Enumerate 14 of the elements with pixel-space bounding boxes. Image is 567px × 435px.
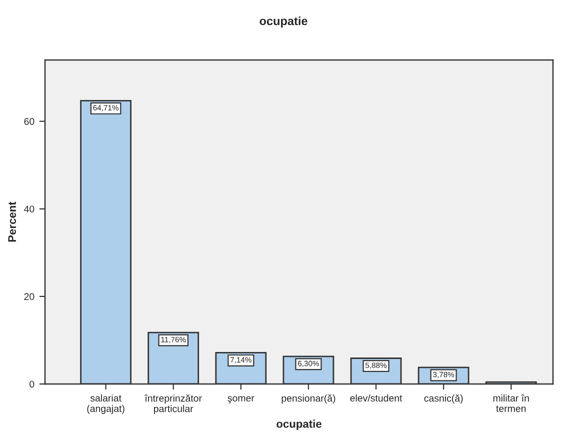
y-axis-title: Percent (8, 202, 16, 242)
x-tick-label: şomer (228, 396, 254, 404)
chart-title: ocupatie (260, 16, 308, 28)
y-tick-label: 20 (24, 293, 34, 300)
y-tick-label: 0 (30, 380, 34, 388)
x-tick-label: salariat (angajat) (87, 394, 124, 414)
y-tick-label: 60 (24, 118, 34, 125)
x-axis-title: ocupatie (276, 420, 322, 430)
x-tick-label: casnic(ă) (424, 394, 463, 404)
x-tick-label: pensionar(ă) (282, 394, 336, 404)
x-tick-label: militar în termen (493, 394, 529, 412)
x-tick-label: întreprinzător particular (144, 394, 202, 414)
x-tick-label: elev/student (350, 394, 402, 402)
y-tick-label: 40 (24, 206, 34, 212)
